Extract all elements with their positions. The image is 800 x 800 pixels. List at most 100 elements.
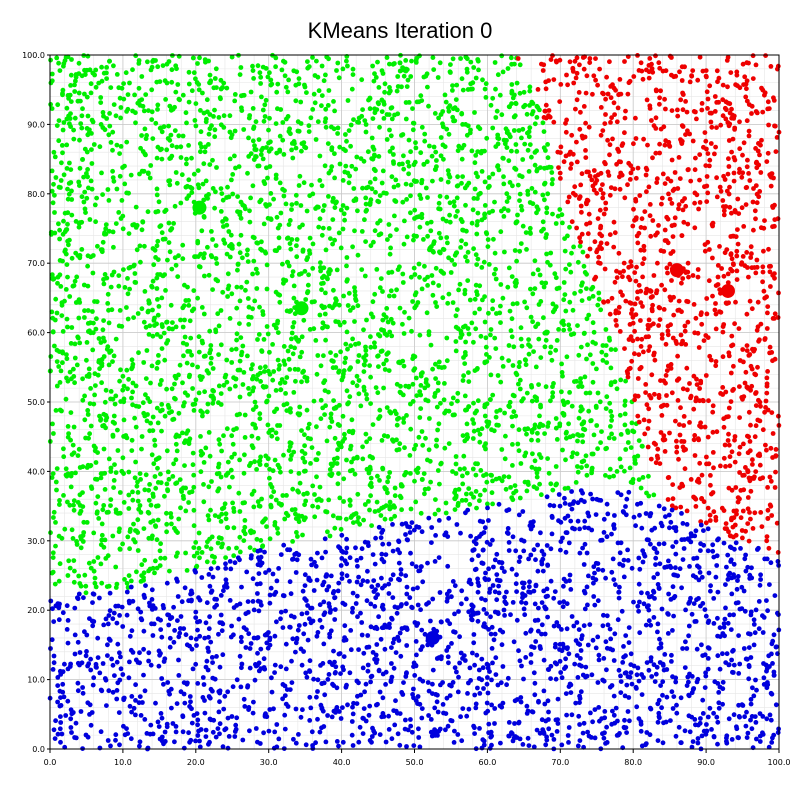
data-point xyxy=(583,90,589,96)
data-point xyxy=(306,64,312,69)
data-point xyxy=(68,111,73,116)
data-point xyxy=(363,348,369,353)
data-point xyxy=(618,432,624,437)
data-point xyxy=(349,163,355,169)
data-point xyxy=(319,281,324,286)
data-point xyxy=(59,160,64,166)
data-point xyxy=(480,77,485,83)
data-point xyxy=(483,81,489,87)
data-point xyxy=(581,331,587,336)
data-point xyxy=(364,392,369,397)
data-point xyxy=(461,142,467,148)
data-point xyxy=(137,471,143,476)
data-point xyxy=(131,521,136,527)
data-point xyxy=(183,110,189,116)
data-point xyxy=(574,70,580,76)
data-point xyxy=(680,198,685,204)
data-point xyxy=(297,404,303,410)
data-point xyxy=(345,63,350,69)
data-point xyxy=(714,194,720,200)
data-point xyxy=(451,118,456,124)
data-point xyxy=(663,106,668,112)
data-point xyxy=(198,469,204,475)
data-point xyxy=(603,352,609,358)
data-point xyxy=(121,81,126,86)
data-point xyxy=(560,398,566,404)
data-point xyxy=(169,143,175,149)
data-point xyxy=(253,266,259,272)
data-point xyxy=(347,367,352,372)
data-point xyxy=(766,246,771,252)
data-point xyxy=(120,373,126,379)
data-point xyxy=(231,375,237,381)
data-point xyxy=(545,191,551,197)
data-point xyxy=(643,165,649,171)
data-point xyxy=(156,199,162,205)
data-point xyxy=(460,378,466,383)
data-point xyxy=(475,57,481,62)
data-point xyxy=(67,237,72,243)
data-point xyxy=(250,68,256,73)
data-point xyxy=(180,305,186,311)
data-point xyxy=(126,231,132,237)
data-point xyxy=(438,177,444,182)
data-point xyxy=(340,203,346,208)
data-point xyxy=(646,317,652,323)
data-point xyxy=(137,243,143,249)
data-point xyxy=(87,328,92,334)
data-point xyxy=(359,267,365,272)
data-point xyxy=(523,230,529,236)
data-point xyxy=(584,286,589,291)
data-point xyxy=(57,502,62,507)
data-point xyxy=(60,349,65,355)
data-point xyxy=(614,119,620,125)
data-point xyxy=(646,473,651,479)
data-point xyxy=(468,491,474,497)
data-point xyxy=(99,357,105,362)
data-point xyxy=(730,136,736,142)
data-point xyxy=(697,398,702,404)
data-point xyxy=(99,580,105,586)
data-point xyxy=(534,474,540,480)
data-point xyxy=(288,469,294,474)
data-point xyxy=(77,465,83,470)
data-point xyxy=(657,95,662,101)
data-point xyxy=(678,97,684,103)
data-point xyxy=(102,537,108,543)
data-point xyxy=(611,100,617,106)
data-point xyxy=(108,85,114,90)
data-point xyxy=(421,471,427,476)
data-point xyxy=(237,411,243,417)
data-point xyxy=(753,270,759,276)
data-point xyxy=(241,470,247,476)
data-point xyxy=(464,56,470,62)
data-point xyxy=(485,501,490,507)
data-point xyxy=(469,148,475,154)
data-point xyxy=(598,105,604,110)
data-point xyxy=(106,320,112,326)
data-point xyxy=(529,384,535,390)
data-point xyxy=(87,401,93,406)
data-point xyxy=(270,468,276,474)
data-point xyxy=(332,237,337,243)
data-point xyxy=(738,488,744,493)
data-point xyxy=(443,99,449,105)
data-point xyxy=(100,327,106,333)
data-point xyxy=(705,106,710,111)
data-point xyxy=(574,97,580,103)
data-point xyxy=(747,298,753,304)
data-point xyxy=(266,393,272,399)
data-point xyxy=(65,196,71,202)
data-point xyxy=(186,99,192,105)
data-point xyxy=(124,305,129,310)
data-point xyxy=(658,248,664,254)
data-point xyxy=(732,434,738,439)
data-point xyxy=(283,201,289,207)
data-point xyxy=(748,255,754,260)
data-point xyxy=(518,241,524,247)
data-point xyxy=(164,529,170,535)
data-point xyxy=(734,248,740,254)
data-point xyxy=(241,538,247,543)
data-point xyxy=(227,254,233,260)
data-point xyxy=(155,102,161,108)
